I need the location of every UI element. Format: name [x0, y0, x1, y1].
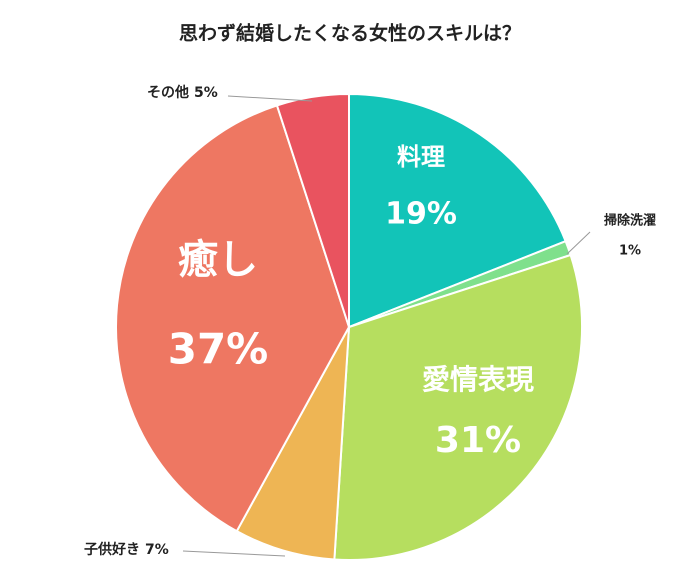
- pie-slice: [115, 104, 351, 533]
- slice-value-label: 1%: [619, 244, 641, 259]
- pie-slice: [333, 253, 583, 561]
- chart-title: 思わず結婚したくなる女性のスキルは？: [179, 22, 521, 45]
- slice-value-label: 31%: [435, 420, 521, 461]
- pie-slice: [348, 92, 567, 329]
- slice-label-group: 子供好き 7%: [84, 541, 169, 558]
- slice-label: その他: [147, 84, 189, 101]
- slice-label: 子供好き: [84, 541, 140, 558]
- slice-label: 料理: [397, 143, 445, 171]
- slice-value-label: 19%: [385, 197, 457, 232]
- pie-slice: [275, 92, 350, 328]
- leader-line: [566, 231, 591, 255]
- slice-value-label: 7%: [145, 542, 169, 558]
- slice-label: 癒し: [178, 237, 258, 283]
- leader-line: [227, 95, 313, 102]
- slice-label-group: その他 5%: [147, 84, 218, 101]
- slice-value-label: 37%: [168, 325, 269, 374]
- slice-value-label: 5%: [194, 85, 218, 101]
- slice-label: 愛情表現: [422, 363, 534, 396]
- slice-label: 掃除洗濯: [604, 213, 656, 229]
- pie-slice: [235, 326, 350, 561]
- leader-line: [182, 550, 286, 557]
